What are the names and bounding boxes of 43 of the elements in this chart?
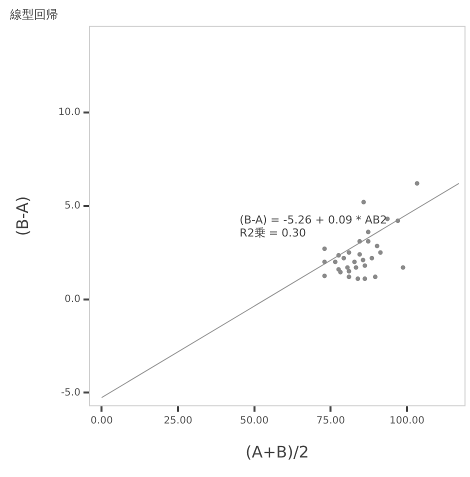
y-axis-title: (B-A) xyxy=(12,196,32,236)
x-tick-label: 75.00 xyxy=(316,415,345,426)
point xyxy=(322,260,327,264)
point xyxy=(356,276,360,282)
y-tick-label: 10.0 xyxy=(58,106,80,118)
point xyxy=(414,181,420,186)
point xyxy=(366,239,371,244)
y-tick-label: 5.0 xyxy=(64,200,80,212)
point xyxy=(346,268,352,274)
point xyxy=(338,270,343,274)
point xyxy=(378,250,383,255)
y-tick-label: -5.0 xyxy=(60,387,80,398)
x-tick-label: 0.00 xyxy=(90,415,113,426)
point xyxy=(370,256,374,260)
x-tick-label: 50.00 xyxy=(240,415,269,426)
x-tick-label: 25.00 xyxy=(164,415,192,426)
point xyxy=(400,265,406,270)
point xyxy=(345,265,350,270)
point xyxy=(396,218,400,224)
x-axis-title: (A+B)/2 xyxy=(246,442,309,462)
point xyxy=(366,230,371,234)
point xyxy=(341,256,346,260)
point xyxy=(372,274,378,280)
point xyxy=(362,263,368,268)
annotation: R2乗 = 0.30 xyxy=(240,226,306,240)
point xyxy=(357,239,362,244)
y-tick-label: 0.0 xyxy=(64,294,80,305)
point xyxy=(332,260,338,264)
point xyxy=(360,258,366,262)
point xyxy=(346,250,352,255)
point xyxy=(357,252,362,257)
annotation: (B-A) = -5.26 + 0.09 * AB2 xyxy=(240,214,388,227)
point xyxy=(361,200,366,204)
point xyxy=(322,246,327,252)
point xyxy=(362,276,368,282)
chart-title: 線型回帰 xyxy=(9,7,58,22)
point xyxy=(346,274,352,280)
x-tick-label: 100.00 xyxy=(389,415,424,426)
point xyxy=(352,260,357,264)
point xyxy=(374,244,380,248)
point xyxy=(322,274,327,278)
point xyxy=(354,265,358,270)
point xyxy=(336,253,341,258)
